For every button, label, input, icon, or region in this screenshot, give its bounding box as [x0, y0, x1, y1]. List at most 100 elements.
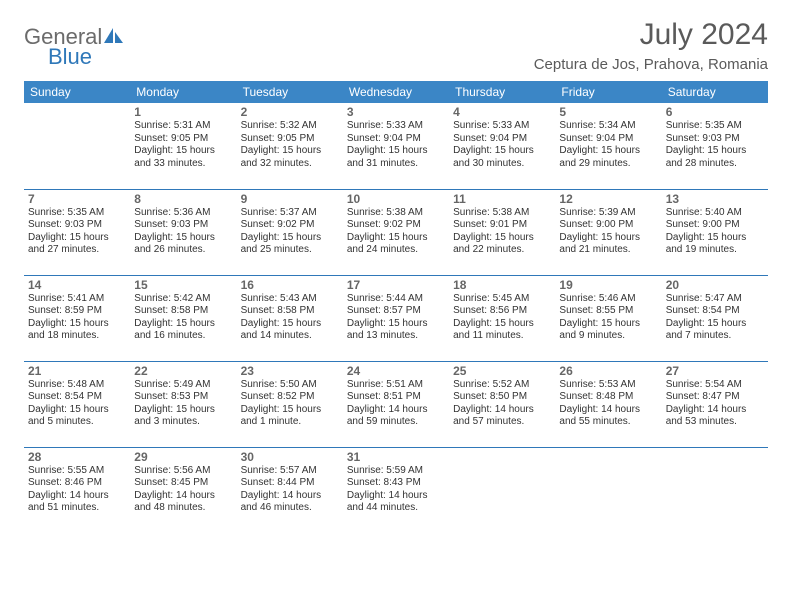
calendar-cell: 25Sunrise: 5:52 AMSunset: 8:50 PMDayligh… [449, 361, 555, 447]
calendar-cell: 20Sunrise: 5:47 AMSunset: 8:54 PMDayligh… [662, 275, 768, 361]
calendar-cell: 13Sunrise: 5:40 AMSunset: 9:00 PMDayligh… [662, 189, 768, 275]
sunset-text: Sunset: 8:45 PM [134, 477, 232, 490]
sunrise-text: Sunrise: 5:45 AM [453, 293, 551, 306]
day-number: 18 [453, 278, 551, 292]
daylight-text: Daylight: 14 hours [347, 404, 445, 417]
day-number: 4 [453, 105, 551, 119]
calendar-cell: 4Sunrise: 5:33 AMSunset: 9:04 PMDaylight… [449, 103, 555, 189]
daylight-text: Daylight: 15 hours [347, 145, 445, 158]
daylight-text: and 46 minutes. [241, 502, 339, 515]
calendar-week-row: 1Sunrise: 5:31 AMSunset: 9:05 PMDaylight… [24, 103, 768, 189]
calendar-cell: 5Sunrise: 5:34 AMSunset: 9:04 PMDaylight… [555, 103, 661, 189]
sunset-text: Sunset: 9:03 PM [134, 219, 232, 232]
day-number: 31 [347, 450, 445, 464]
sunrise-text: Sunrise: 5:56 AM [134, 465, 232, 478]
daylight-text: Daylight: 15 hours [134, 318, 232, 331]
day-number: 17 [347, 278, 445, 292]
sunset-text: Sunset: 9:05 PM [134, 133, 232, 146]
calendar-cell: 14Sunrise: 5:41 AMSunset: 8:59 PMDayligh… [24, 275, 130, 361]
sunrise-text: Sunrise: 5:51 AM [347, 379, 445, 392]
sunset-text: Sunset: 8:53 PM [134, 391, 232, 404]
day-header: Thursday [449, 81, 555, 103]
sunrise-text: Sunrise: 5:43 AM [241, 293, 339, 306]
day-header: Wednesday [343, 81, 449, 103]
calendar-cell: 15Sunrise: 5:42 AMSunset: 8:58 PMDayligh… [130, 275, 236, 361]
sunrise-text: Sunrise: 5:44 AM [347, 293, 445, 306]
day-number: 12 [559, 192, 657, 206]
calendar-cell: 7Sunrise: 5:35 AMSunset: 9:03 PMDaylight… [24, 189, 130, 275]
day-number: 16 [241, 278, 339, 292]
daylight-text: and 57 minutes. [453, 416, 551, 429]
calendar-body: 1Sunrise: 5:31 AMSunset: 9:05 PMDaylight… [24, 103, 768, 533]
daylight-text: Daylight: 14 hours [559, 404, 657, 417]
daylight-text: and 31 minutes. [347, 158, 445, 171]
daylight-text: Daylight: 15 hours [453, 318, 551, 331]
sunrise-text: Sunrise: 5:42 AM [134, 293, 232, 306]
sunrise-text: Sunrise: 5:57 AM [241, 465, 339, 478]
sunset-text: Sunset: 8:57 PM [347, 305, 445, 318]
daylight-text: Daylight: 15 hours [28, 318, 126, 331]
calendar-cell: 18Sunrise: 5:45 AMSunset: 8:56 PMDayligh… [449, 275, 555, 361]
day-number: 25 [453, 364, 551, 378]
daylight-text: Daylight: 15 hours [666, 145, 764, 158]
logo-sail-icon [104, 28, 124, 49]
sunset-text: Sunset: 8:56 PM [453, 305, 551, 318]
day-header-row: Sunday Monday Tuesday Wednesday Thursday… [24, 81, 768, 103]
calendar-cell: 23Sunrise: 5:50 AMSunset: 8:52 PMDayligh… [237, 361, 343, 447]
daylight-text: Daylight: 14 hours [666, 404, 764, 417]
day-number: 8 [134, 192, 232, 206]
sunrise-text: Sunrise: 5:36 AM [134, 207, 232, 220]
calendar-cell: 28Sunrise: 5:55 AMSunset: 8:46 PMDayligh… [24, 447, 130, 533]
day-number: 20 [666, 278, 764, 292]
daylight-text: and 48 minutes. [134, 502, 232, 515]
sunrise-text: Sunrise: 5:54 AM [666, 379, 764, 392]
calendar-cell: 6Sunrise: 5:35 AMSunset: 9:03 PMDaylight… [662, 103, 768, 189]
daylight-text: Daylight: 15 hours [347, 232, 445, 245]
day-header: Monday [130, 81, 236, 103]
daylight-text: Daylight: 14 hours [453, 404, 551, 417]
daylight-text: and 32 minutes. [241, 158, 339, 171]
sunrise-text: Sunrise: 5:40 AM [666, 207, 764, 220]
daylight-text: Daylight: 15 hours [28, 232, 126, 245]
day-number: 27 [666, 364, 764, 378]
daylight-text: Daylight: 15 hours [453, 145, 551, 158]
sunrise-text: Sunrise: 5:53 AM [559, 379, 657, 392]
sunset-text: Sunset: 9:03 PM [28, 219, 126, 232]
calendar-week-row: 7Sunrise: 5:35 AMSunset: 9:03 PMDaylight… [24, 189, 768, 275]
daylight-text: Daylight: 15 hours [666, 232, 764, 245]
sunset-text: Sunset: 9:03 PM [666, 133, 764, 146]
daylight-text: and 51 minutes. [28, 502, 126, 515]
sunset-text: Sunset: 8:50 PM [453, 391, 551, 404]
daylight-text: and 11 minutes. [453, 330, 551, 343]
daylight-text: and 21 minutes. [559, 244, 657, 257]
sunset-text: Sunset: 8:43 PM [347, 477, 445, 490]
calendar-cell: 31Sunrise: 5:59 AMSunset: 8:43 PMDayligh… [343, 447, 449, 533]
daylight-text: Daylight: 15 hours [241, 145, 339, 158]
daylight-text: and 29 minutes. [559, 158, 657, 171]
sunrise-text: Sunrise: 5:31 AM [134, 120, 232, 133]
sunset-text: Sunset: 9:04 PM [453, 133, 551, 146]
daylight-text: Daylight: 15 hours [241, 232, 339, 245]
daylight-text: and 7 minutes. [666, 330, 764, 343]
calendar-week-row: 21Sunrise: 5:48 AMSunset: 8:54 PMDayligh… [24, 361, 768, 447]
day-number: 6 [666, 105, 764, 119]
sunrise-text: Sunrise: 5:35 AM [666, 120, 764, 133]
calendar-cell: 29Sunrise: 5:56 AMSunset: 8:45 PMDayligh… [130, 447, 236, 533]
daylight-text: Daylight: 15 hours [347, 318, 445, 331]
calendar-cell: 17Sunrise: 5:44 AMSunset: 8:57 PMDayligh… [343, 275, 449, 361]
daylight-text: Daylight: 15 hours [28, 404, 126, 417]
calendar-cell: 10Sunrise: 5:38 AMSunset: 9:02 PMDayligh… [343, 189, 449, 275]
calendar-cell [662, 447, 768, 533]
day-header: Tuesday [237, 81, 343, 103]
header: General Blue July 2024 Ceptura de Jos, P… [24, 18, 768, 73]
calendar-cell: 21Sunrise: 5:48 AMSunset: 8:54 PMDayligh… [24, 361, 130, 447]
day-number: 11 [453, 192, 551, 206]
calendar-cell [24, 103, 130, 189]
calendar-cell: 22Sunrise: 5:49 AMSunset: 8:53 PMDayligh… [130, 361, 236, 447]
sunset-text: Sunset: 8:47 PM [666, 391, 764, 404]
day-number: 29 [134, 450, 232, 464]
day-number: 14 [28, 278, 126, 292]
day-number: 26 [559, 364, 657, 378]
day-number: 7 [28, 192, 126, 206]
day-header: Sunday [24, 81, 130, 103]
